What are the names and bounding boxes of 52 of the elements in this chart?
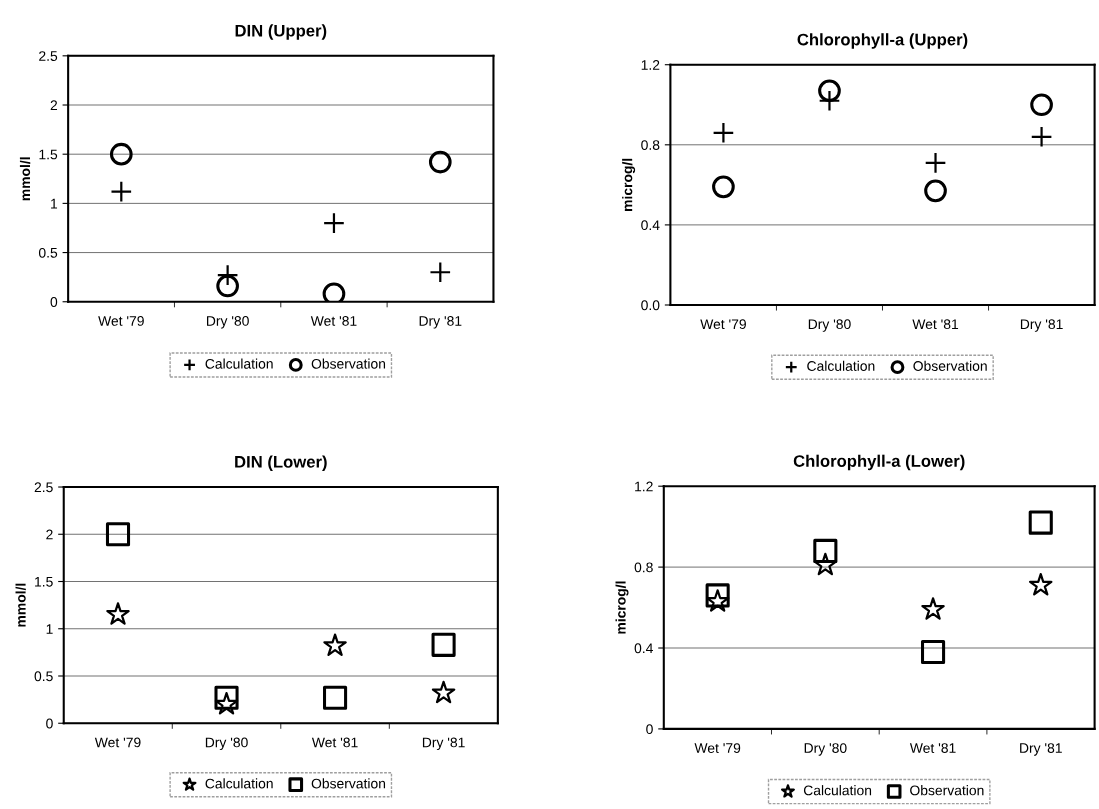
legend-label: Calculation: [803, 785, 872, 796]
x-tick-label: Wet '79: [94, 737, 141, 748]
legend-label: Observation: [311, 358, 386, 369]
legend-label: Observation: [910, 785, 984, 796]
y-tick-label: 0: [50, 297, 58, 307]
y-axis-title: mmol/l: [19, 157, 31, 201]
y-axis-title: microg/l: [615, 581, 629, 634]
legend-label: Observation: [913, 360, 987, 371]
x-tick-label: Dry '81: [419, 316, 462, 329]
legend-label: Calculation: [807, 360, 875, 371]
y-tick-label: 0: [46, 718, 53, 729]
legend-label: Calculation: [205, 358, 273, 369]
y-tick-label: 0.8: [641, 140, 660, 150]
y-tick-label: 1.2: [641, 60, 660, 70]
x-tick-label: Dry '81: [1020, 743, 1062, 756]
x-tick-label: Wet '81: [909, 743, 956, 753]
y-tick-label: 0: [646, 724, 653, 735]
chart-title: Chlorophyll-a (Lower): [793, 454, 965, 471]
y-tick-label: 0.0: [641, 300, 660, 311]
x-tick-label: Dry '80: [205, 737, 248, 751]
y-tick-label: 0.4: [641, 220, 660, 231]
y-tick-label: 2.5: [39, 51, 58, 61]
chart-title: DIN (Lower): [235, 455, 327, 472]
y-tick-label: 0.4: [634, 643, 653, 654]
x-tick-label: Wet '81: [311, 737, 358, 748]
legend-label: Calculation: [205, 778, 273, 789]
x-tick-label: Wet '81: [310, 316, 357, 326]
y-tick-label: 1.5: [39, 149, 58, 160]
y-tick-label: 2: [46, 529, 53, 540]
y-axis-title: mmol/l: [15, 583, 26, 627]
legend-label: Observation: [311, 778, 386, 789]
x-tick-label: Dry '81: [422, 737, 465, 751]
y-tick-label: 1: [51, 198, 58, 209]
y-tick-label: 0.5: [34, 671, 53, 682]
y-tick-label: 2: [50, 100, 58, 111]
y-tick-label: 0.5: [38, 247, 58, 258]
y-tick-label: 1.2: [635, 481, 653, 492]
y-tick-label: 1.5: [35, 576, 53, 587]
x-tick-label: Wet '79: [98, 316, 144, 326]
x-tick-label: Wet '79: [700, 319, 746, 330]
x-tick-label: Dry '80: [206, 316, 249, 329]
chart-title: DIN (Upper): [235, 24, 327, 40]
y-axis-title: microg/l: [622, 158, 636, 211]
y-tick-label: 1: [46, 624, 53, 634]
x-tick-label: Dry '80: [804, 743, 847, 756]
x-tick-label: Dry '80: [808, 319, 851, 332]
x-tick-label: Dry '81: [1020, 319, 1063, 332]
x-tick-label: Wet '81: [912, 319, 959, 330]
y-tick-label: 0.8: [634, 562, 653, 573]
y-tick-label: 2.5: [34, 482, 53, 493]
chart-title: Chlorophyll-a (Upper): [797, 33, 968, 49]
x-tick-label: Wet '79: [694, 743, 741, 753]
